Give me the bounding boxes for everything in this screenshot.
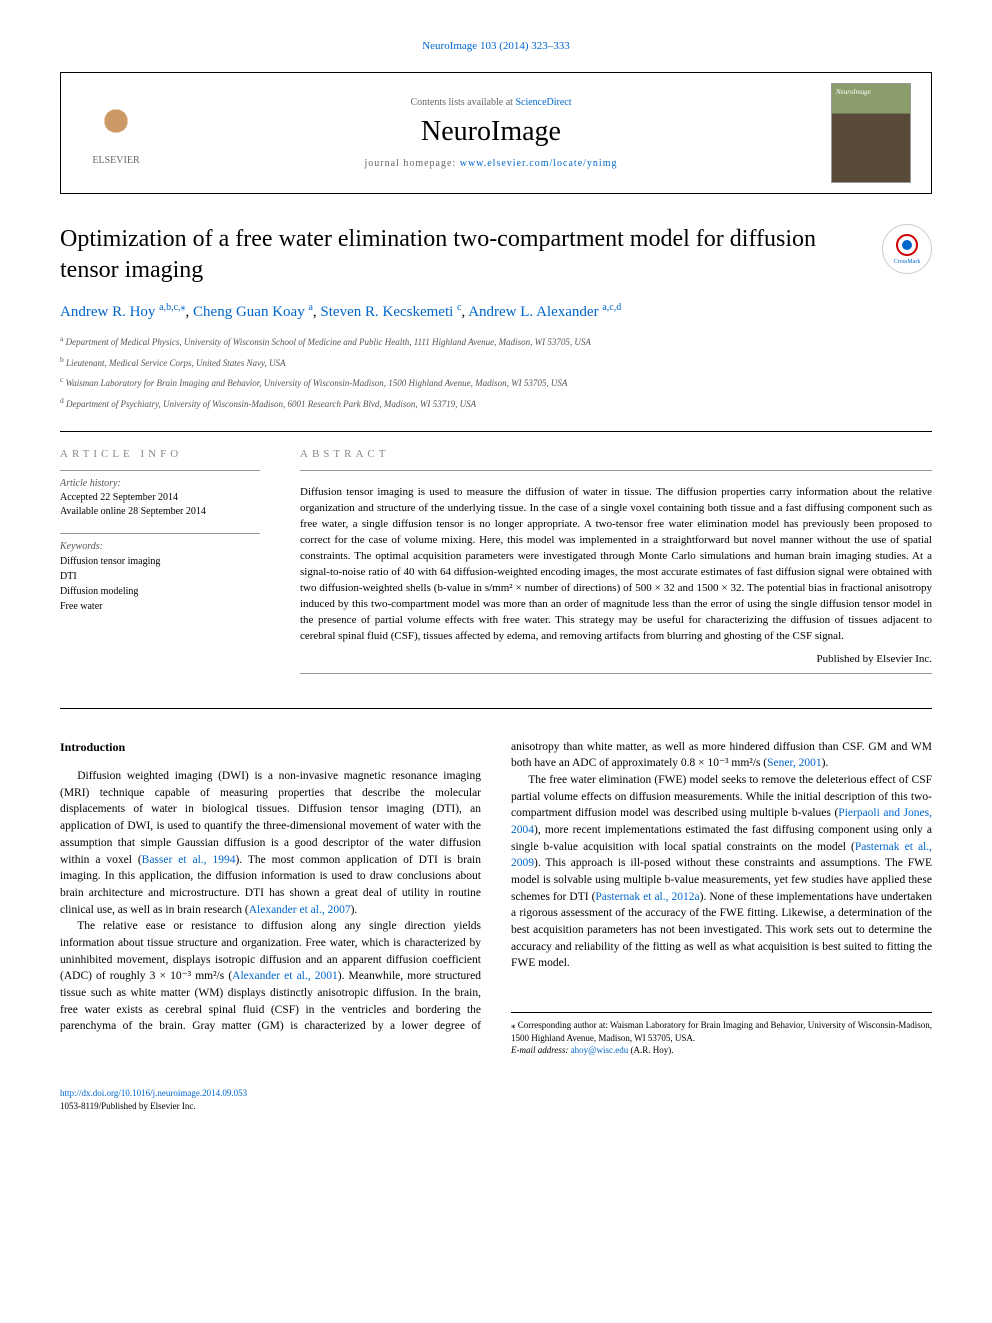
citation-header: NeuroImage 103 (2014) 323–333	[60, 40, 932, 52]
affil-sup[interactable]: a,b,c,	[159, 302, 180, 313]
affiliation: d Department of Psychiatry, University o…	[60, 395, 932, 412]
keyword: Diffusion tensor imaging	[60, 554, 260, 569]
corresponding-author-footnote: ⁎ Corresponding author at: Waisman Labor…	[511, 1012, 932, 1057]
citation-link[interactable]: Pasternak et al., 2012a	[595, 891, 699, 903]
article-title: Optimization of a free water elimination…	[60, 224, 932, 286]
publisher-note: Published by Elsevier Inc.	[300, 653, 932, 665]
affiliation: b Lieutenant, Medical Service Corps, Uni…	[60, 354, 932, 371]
contents-list-line: Contents lists available at ScienceDirec…	[151, 97, 831, 108]
author-link[interactable]: Andrew R. Hoy	[60, 304, 159, 320]
journal-name: NeuroImage	[151, 116, 831, 148]
divider	[60, 431, 932, 432]
accepted-date: Accepted 22 September 2014	[60, 491, 260, 505]
journal-header-box: ELSEVIER Contents lists available at Sci…	[60, 72, 932, 194]
history-label: Article history:	[60, 477, 260, 491]
body-paragraph: Diffusion weighted imaging (DWI) is a no…	[60, 768, 481, 918]
article-body: Introduction Diffusion weighted imaging …	[60, 739, 932, 1057]
citation-link[interactable]: NeuroImage 103 (2014) 323–333	[422, 40, 570, 52]
keywords-label: Keywords:	[60, 540, 260, 554]
doi-block: http://dx.doi.org/10.1016/j.neuroimage.2…	[60, 1087, 932, 1112]
issn-line: 1053-8119/Published by Elsevier Inc.	[60, 1101, 196, 1111]
citation-link[interactable]: Sener, 2001	[767, 757, 821, 769]
email-link[interactable]: ahoy@wisc.edu	[571, 1045, 629, 1055]
article-info-heading: ARTICLE INFO	[60, 448, 260, 460]
crossmark-badge[interactable]: CrossMark	[882, 224, 932, 274]
abstract-text: Diffusion tensor imaging is used to meas…	[300, 485, 932, 644]
section-heading-introduction: Introduction	[60, 739, 481, 756]
journal-homepage-line: journal homepage: www.elsevier.com/locat…	[151, 158, 831, 169]
affiliation: c Waisman Laboratory for Brain Imaging a…	[60, 374, 932, 391]
author-list: Andrew R. Hoy a,b,c,⁎, Cheng Guan Koay a…	[60, 302, 932, 321]
keyword: DTI	[60, 569, 260, 584]
affil-sup[interactable]: a,c,d	[602, 302, 621, 313]
keyword: Free water	[60, 599, 260, 614]
keyword: Diffusion modeling	[60, 584, 260, 599]
body-paragraph: The free water elimination (FWE) model s…	[511, 772, 932, 972]
author-link[interactable]: Andrew L. Alexander	[468, 304, 602, 320]
sciencedirect-link[interactable]: ScienceDirect	[515, 97, 571, 108]
citation-link[interactable]: Alexander et al., 2001	[232, 970, 338, 982]
abstract-heading: ABSTRACT	[300, 448, 932, 460]
elsevier-logo[interactable]: ELSEVIER	[81, 93, 151, 173]
author-link[interactable]: Cheng Guan Koay	[193, 304, 308, 320]
author-link[interactable]: Steven R. Kecskemeti	[320, 304, 457, 320]
journal-homepage-link[interactable]: www.elsevier.com/locate/ynimg	[460, 158, 618, 169]
affiliation: a Department of Medical Physics, Univers…	[60, 333, 932, 350]
divider	[60, 708, 932, 709]
doi-link[interactable]: http://dx.doi.org/10.1016/j.neuroimage.2…	[60, 1088, 247, 1098]
citation-link[interactable]: Basser et al., 1994	[142, 854, 236, 866]
citation-link[interactable]: Alexander et al., 2007	[249, 904, 351, 916]
journal-cover-thumbnail[interactable]	[831, 83, 911, 183]
online-date: Available online 28 September 2014	[60, 505, 260, 519]
